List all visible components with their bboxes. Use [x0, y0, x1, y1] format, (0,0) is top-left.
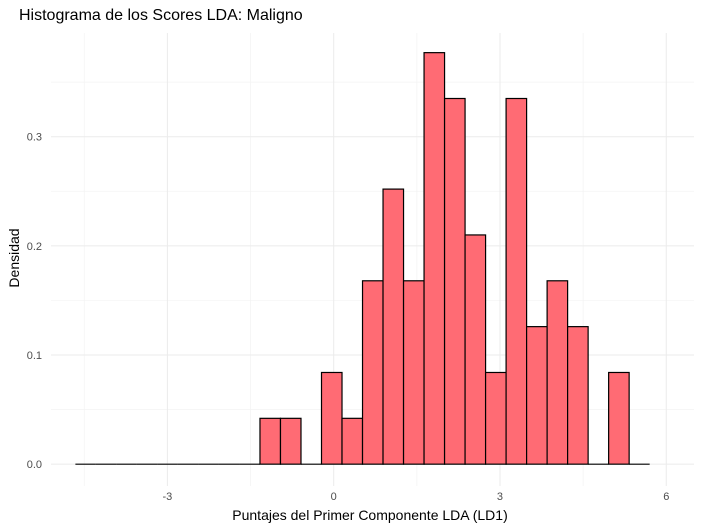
y-tick-label: 0.0: [27, 459, 42, 471]
histogram-bar: [361, 280, 384, 465]
histogram-bar: [443, 97, 466, 465]
histogram-bar: [464, 234, 487, 465]
histogram-bar: [279, 417, 302, 465]
histogram-bar: [567, 326, 589, 465]
y-tick-label: 0.2: [27, 241, 42, 253]
histogram-bar: [525, 326, 548, 465]
y-tick-label: 0.1: [27, 350, 42, 362]
x-axis-title: Puntajes del Primer Componente LDA (LD1): [232, 507, 507, 523]
histogram-bar: [484, 371, 507, 465]
histogram-bar: [382, 188, 405, 465]
chart-title: Histograma de los Scores LDA: Maligno: [19, 7, 303, 24]
bars-layer: [75, 52, 650, 465]
histogram-bar: [423, 52, 446, 465]
x-tick-label: 6: [663, 491, 669, 503]
histogram-bar: [546, 280, 569, 465]
x-tick-label: 3: [497, 491, 503, 503]
y-tick-label: 0.3: [27, 132, 42, 144]
histogram-bar: [505, 97, 528, 465]
x-tick-label: 0: [331, 491, 337, 503]
histogram-bar: [608, 371, 630, 465]
histogram-bar: [402, 280, 425, 465]
histogram-bar: [341, 417, 364, 465]
y-axis-title: Densidad: [6, 228, 22, 287]
histogram-bar: [320, 371, 343, 465]
x-tick-label: -3: [163, 491, 173, 503]
histogram-bar: [259, 417, 282, 465]
ticks-layer: -3 0 3 6 0.0 0.1 0.2 0.3: [27, 132, 670, 503]
